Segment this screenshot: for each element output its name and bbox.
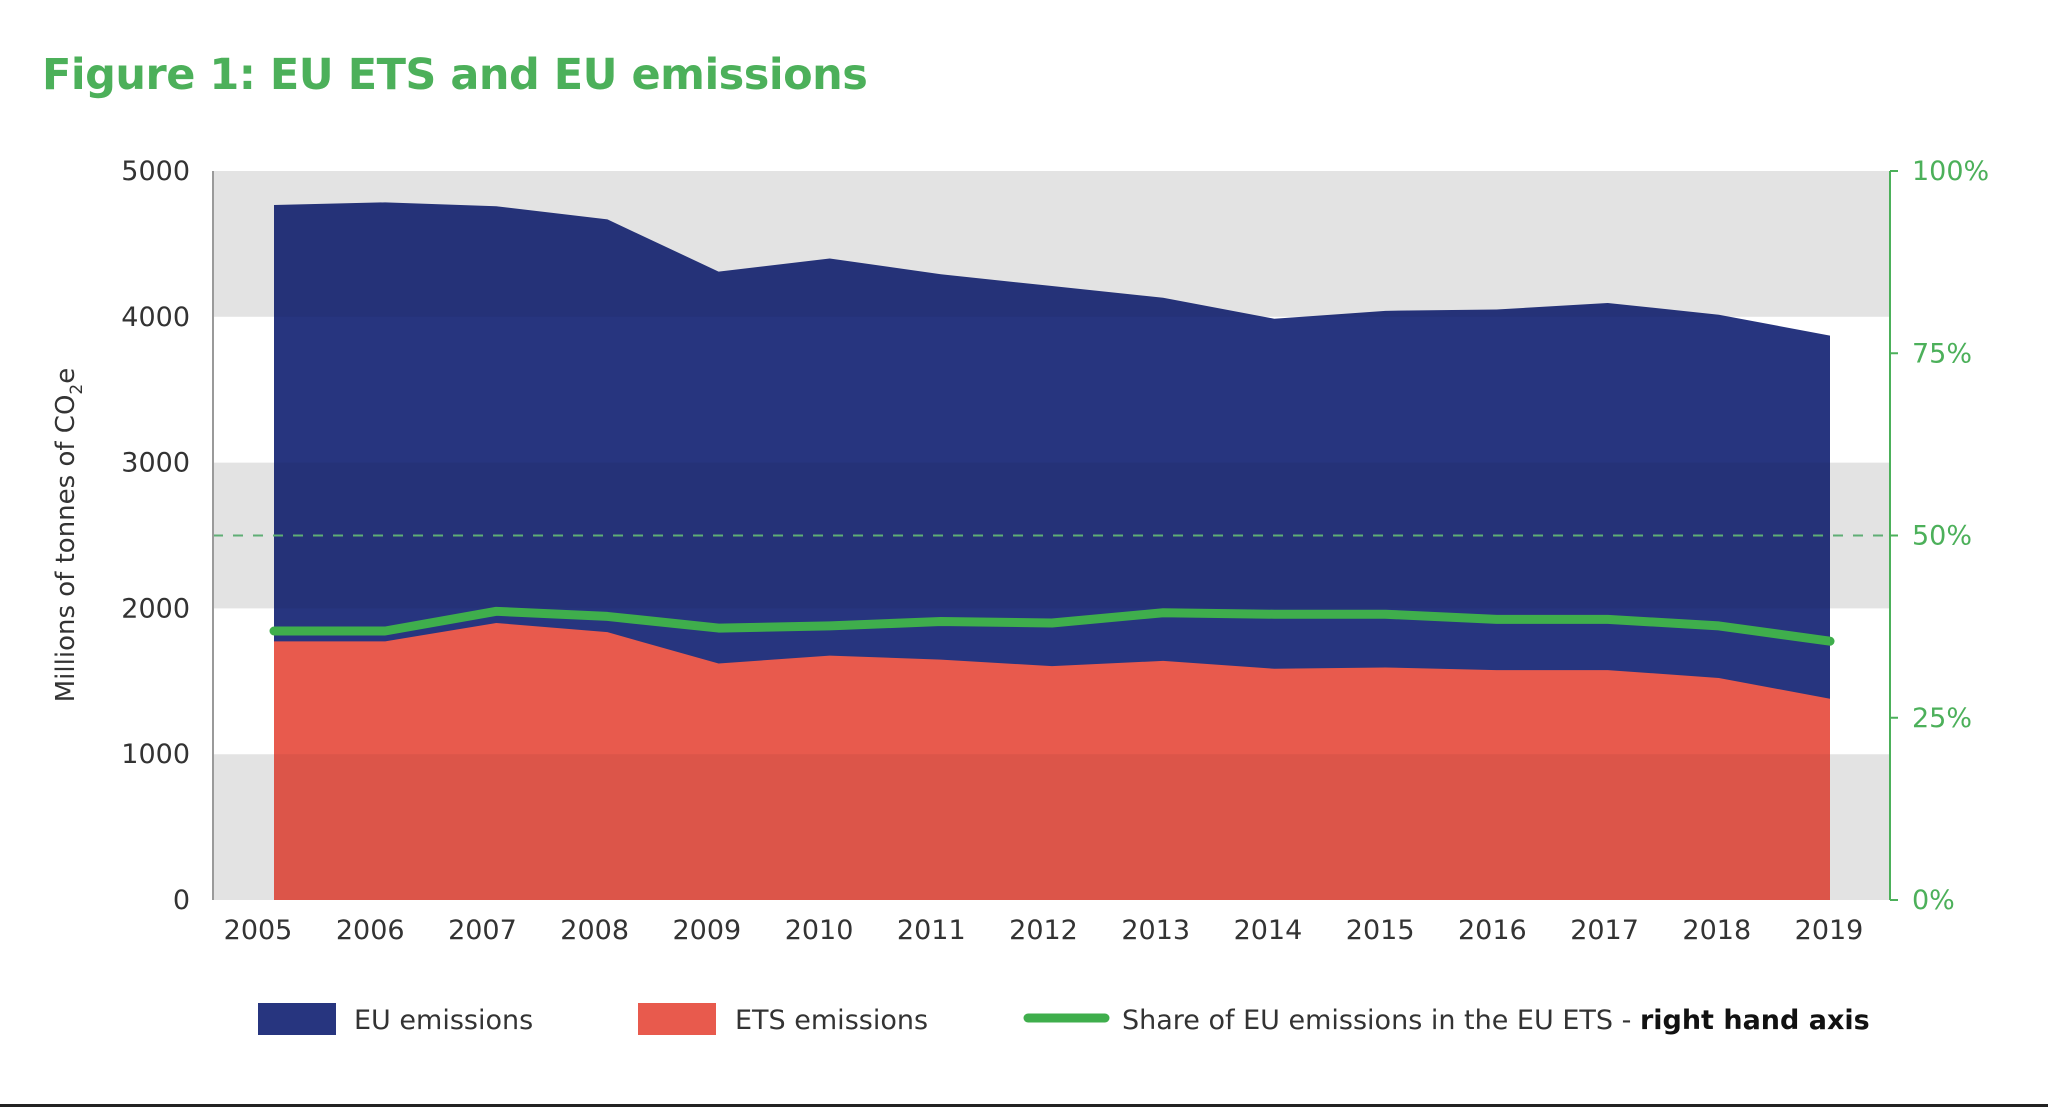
y-axis-ticks: 0 1000 2000 3000 4000 5000 <box>121 156 190 916</box>
y2-tick-label: 50% <box>1912 521 1972 552</box>
x-tick-label: 2015 <box>1346 915 1415 946</box>
y-tick-label: 5000 <box>121 156 190 187</box>
legend-label-eu: EU emissions <box>354 1005 533 1036</box>
y-tick-label: 1000 <box>121 739 190 770</box>
share-line <box>269 606 1835 646</box>
x-tick-label: 2016 <box>1458 915 1527 946</box>
x-tick-label: 2009 <box>672 915 741 946</box>
x-tick-label: 2013 <box>1121 915 1190 946</box>
x-tick-label: 2006 <box>336 915 405 946</box>
y2-tick-label: 0% <box>1912 885 1955 916</box>
band-overlay <box>213 171 1890 900</box>
areas <box>274 202 1830 901</box>
chart-title: Figure 1: EU ETS and EU emissions <box>42 50 868 100</box>
legend-label-share: Share of EU emissions in the EU ETS - ri… <box>1122 1005 1870 1036</box>
y-tick-label: 2000 <box>121 593 190 624</box>
x-tick-label: 2019 <box>1795 915 1864 946</box>
grid-band-overlay <box>213 462 1890 609</box>
ets-emissions-area <box>274 622 1830 900</box>
y-axis-label: Millions of tonnes of CO2e <box>51 368 87 703</box>
legend: EU emissions ETS emissions Share of EU e… <box>258 1003 1870 1036</box>
x-tick-label: 2008 <box>560 915 629 946</box>
legend-label-ets: ETS emissions <box>735 1005 928 1036</box>
legend-item-eu-emissions: EU emissions <box>258 1003 533 1036</box>
x-tick-label: 2012 <box>1009 915 1078 946</box>
x-tick-label: 2011 <box>897 915 966 946</box>
legend-item-ets-emissions: ETS emissions <box>638 1003 928 1036</box>
x-tick-label: 2018 <box>1682 915 1751 946</box>
x-tick-label: 2017 <box>1570 915 1639 946</box>
legend-swatch-eu <box>258 1003 336 1035</box>
y-tick-label: 0 <box>173 885 190 916</box>
grid-band-overlay <box>213 171 1890 317</box>
y-tick-label: 3000 <box>121 448 190 479</box>
y2-tick-label: 25% <box>1912 703 1972 734</box>
x-tick-label: 2005 <box>224 915 293 946</box>
x-tick-label: 2007 <box>448 915 517 946</box>
y-tick-label: 4000 <box>121 302 190 333</box>
y2-axis-ticks: 0% 25% 50% 75% 100% <box>1890 156 1989 916</box>
x-tick-label: 2010 <box>785 915 854 946</box>
x-axis-ticks: 2005 2006 2007 2008 2009 2010 2011 2012 2013 2014… <box>224 915 1864 946</box>
x-tick-label: 2014 <box>1234 915 1303 946</box>
y2-tick-label: 100% <box>1912 156 1989 187</box>
grid-band-overlay <box>213 754 1890 900</box>
legend-item-share: Share of EU emissions in the EU ETS - ri… <box>1023 1005 1870 1036</box>
y2-tick-label: 75% <box>1912 338 1972 369</box>
legend-swatch-ets <box>638 1003 716 1035</box>
bottom-rule <box>0 1104 2048 1107</box>
